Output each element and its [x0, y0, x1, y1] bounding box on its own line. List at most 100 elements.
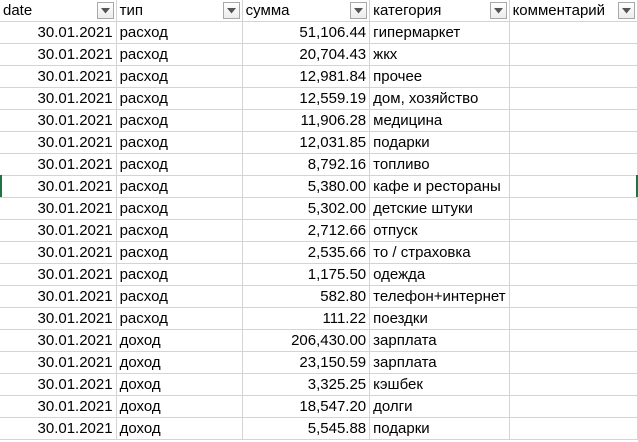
cell-type[interactable]: расход [116, 285, 243, 308]
cell-date[interactable]: 30.01.2021 [0, 395, 117, 418]
cell-comment[interactable] [509, 197, 638, 220]
cell-amount[interactable]: 5,302.00 [242, 197, 371, 220]
cell-comment[interactable] [509, 241, 638, 264]
cell-type[interactable]: расход [116, 87, 243, 110]
cell-date[interactable]: 30.01.2021 [0, 373, 117, 396]
cell-type[interactable]: расход [116, 43, 243, 66]
filter-dropdown-icon[interactable] [350, 2, 368, 19]
cell-date[interactable]: 30.01.2021 [0, 307, 117, 330]
cell-amount[interactable]: 8,792.16 [242, 153, 371, 176]
header-category[interactable]: категория [369, 0, 510, 22]
cell-comment[interactable] [509, 219, 638, 242]
cell-comment[interactable] [509, 21, 638, 44]
cell-comment[interactable] [509, 153, 638, 176]
cell-type[interactable]: доход [116, 329, 243, 352]
cell-date[interactable]: 30.01.2021 [0, 109, 117, 132]
cell-amount[interactable]: 23,150.59 [242, 351, 371, 374]
cell-comment[interactable] [509, 263, 638, 286]
cell-category[interactable]: телефон+интернет [369, 285, 510, 308]
cell-type[interactable]: расход [116, 241, 243, 264]
cell-comment[interactable] [509, 175, 638, 198]
cell-amount[interactable]: 12,981.84 [242, 65, 371, 88]
cell-date[interactable]: 30.01.2021 [0, 197, 117, 220]
header-amount[interactable]: сумма [242, 0, 371, 22]
cell-amount[interactable]: 5,545.88 [242, 417, 371, 440]
filter-dropdown-icon[interactable] [618, 2, 635, 19]
cell-type[interactable]: доход [116, 395, 243, 418]
cell-amount[interactable]: 2,535.66 [242, 241, 371, 264]
cell-type[interactable]: расход [116, 175, 243, 198]
cell-category[interactable]: подарки [369, 417, 510, 440]
cell-comment[interactable] [509, 417, 638, 440]
cell-type[interactable]: расход [116, 131, 243, 154]
cell-type[interactable]: расход [116, 21, 243, 44]
cell-amount[interactable]: 582.80 [242, 285, 371, 308]
cell-date[interactable]: 30.01.2021 [0, 219, 117, 242]
cell-category[interactable]: дом, хозяйство [369, 87, 510, 110]
cell-comment[interactable] [509, 307, 638, 330]
cell-comment[interactable] [509, 43, 638, 66]
cell-comment[interactable] [509, 329, 638, 352]
cell-category[interactable]: поездки [369, 307, 510, 330]
cell-category[interactable]: прочее [369, 65, 510, 88]
cell-amount[interactable]: 20,704.43 [242, 43, 371, 66]
cell-type[interactable]: расход [116, 109, 243, 132]
cell-category[interactable]: долги [369, 395, 510, 418]
cell-type[interactable]: доход [116, 351, 243, 374]
cell-category[interactable]: одежда [369, 263, 510, 286]
header-type[interactable]: тип [116, 0, 243, 22]
cell-date[interactable]: 30.01.2021 [0, 241, 117, 264]
cell-amount[interactable]: 11,906.28 [242, 109, 371, 132]
cell-type[interactable]: расход [116, 65, 243, 88]
cell-type[interactable]: расход [116, 153, 243, 176]
cell-date[interactable]: 30.01.2021 [0, 417, 117, 440]
filter-dropdown-icon[interactable] [222, 2, 240, 19]
cell-category[interactable]: медицина [369, 109, 510, 132]
cell-date[interactable]: 30.01.2021 [0, 351, 117, 374]
cell-type[interactable]: расход [116, 219, 243, 242]
cell-amount[interactable]: 12,031.85 [242, 131, 371, 154]
cell-date[interactable]: 30.01.2021 [0, 175, 117, 198]
cell-comment[interactable] [509, 285, 638, 308]
header-date[interactable]: date [0, 0, 117, 22]
header-comment[interactable]: комментарий [509, 0, 638, 22]
cell-comment[interactable] [509, 109, 638, 132]
cell-date[interactable]: 30.01.2021 [0, 43, 117, 66]
cell-date[interactable]: 30.01.2021 [0, 153, 117, 176]
cell-amount[interactable]: 18,547.20 [242, 395, 371, 418]
cell-date[interactable]: 30.01.2021 [0, 285, 117, 308]
cell-comment[interactable] [509, 351, 638, 374]
cell-comment[interactable] [509, 87, 638, 110]
cell-amount[interactable]: 2,712.66 [242, 219, 371, 242]
filter-dropdown-icon[interactable] [96, 2, 114, 19]
cell-amount[interactable]: 12,559.19 [242, 87, 371, 110]
cell-category[interactable]: зарплата [369, 329, 510, 352]
cell-comment[interactable] [509, 65, 638, 88]
cell-amount[interactable]: 3,325.25 [242, 373, 371, 396]
cell-category[interactable]: зарплата [369, 351, 510, 374]
cell-type[interactable]: доход [116, 417, 243, 440]
cell-amount[interactable]: 206,430.00 [242, 329, 371, 352]
cell-type[interactable]: доход [116, 373, 243, 396]
cell-comment[interactable] [509, 395, 638, 418]
cell-amount[interactable]: 1,175.50 [242, 263, 371, 286]
cell-type[interactable]: расход [116, 307, 243, 330]
cell-date[interactable]: 30.01.2021 [0, 329, 117, 352]
cell-comment[interactable] [509, 131, 638, 154]
cell-category[interactable]: отпуск [369, 219, 510, 242]
cell-comment[interactable] [509, 373, 638, 396]
cell-type[interactable]: расход [116, 197, 243, 220]
cell-type[interactable]: расход [116, 263, 243, 286]
cell-date[interactable]: 30.01.2021 [0, 263, 117, 286]
cell-date[interactable]: 30.01.2021 [0, 131, 117, 154]
cell-category[interactable]: детские штуки [369, 197, 510, 220]
cell-amount[interactable]: 111.22 [242, 307, 371, 330]
cell-category[interactable]: кафе и рестораны [369, 175, 510, 198]
cell-date[interactable]: 30.01.2021 [0, 87, 117, 110]
cell-date[interactable]: 30.01.2021 [0, 21, 117, 44]
filter-dropdown-icon[interactable] [489, 2, 507, 19]
cell-category[interactable]: подарки [369, 131, 510, 154]
cell-date[interactable]: 30.01.2021 [0, 65, 117, 88]
cell-amount[interactable]: 5,380.00 [242, 175, 371, 198]
cell-category[interactable]: гипермаркет [369, 21, 510, 44]
